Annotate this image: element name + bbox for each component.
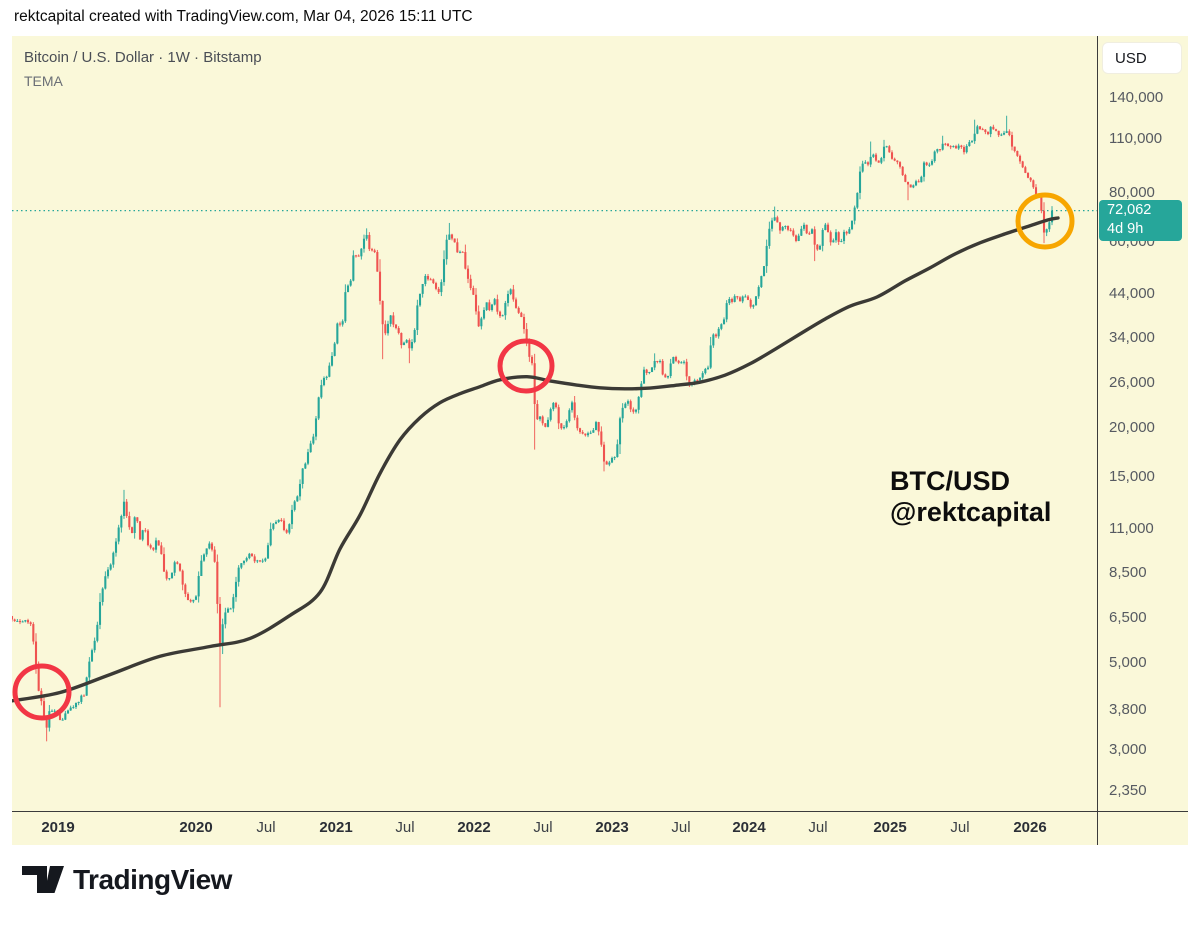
watermark-handle: @rektcapital (890, 497, 1052, 527)
currency-button[interactable]: USD (1102, 42, 1182, 74)
time-tick: 2022 (457, 819, 491, 836)
time-tick: 2019 (41, 819, 75, 836)
price-tick: 8,500 (1109, 564, 1147, 581)
price-tick: 5,000 (1109, 653, 1147, 671)
price-tick: 20,000 (1109, 418, 1155, 436)
tradingview-logo[interactable]: TradingView (22, 864, 232, 896)
time-tick: Jul (533, 819, 553, 836)
price-tick: 80,000 (1109, 183, 1155, 201)
time-tick: 2020 (179, 819, 213, 836)
symbol-title: Bitcoin / U.S. Dollar · 1W · Bitstamp (24, 49, 262, 66)
time-scale[interactable]: 2019 2020 Jul 2021 Jul 2022 Jul 2023 Jul 2024 Jul 2… (12, 811, 1188, 845)
time-tick: Jul (808, 819, 828, 836)
bar-countdown: 4d 9h (1107, 221, 1144, 238)
indicator-label: TEMA (24, 73, 63, 89)
price-scale[interactable]: USD 72,062 4d 9h 140,000 110,000 80,000 60,… (1097, 36, 1188, 845)
time-tick: Jul (950, 819, 970, 836)
time-tick: 2023 (595, 819, 629, 836)
price-tick: 3,800 (1109, 700, 1147, 718)
price-tick: 11,000 (1109, 520, 1154, 538)
chart-panel: Bitcoin / U.S. Dollar · 1W · Bitstamp TE… (12, 36, 1188, 845)
time-tick: 2026 (1013, 819, 1047, 836)
price-tick: 44,000 (1109, 285, 1155, 303)
price-chart-canvas[interactable] (12, 36, 1097, 811)
price-tick: 140,000 (1109, 89, 1164, 106)
price-tick: 26,000 (1109, 374, 1155, 392)
attribution-text: rektcapital created with TradingView.com… (14, 8, 473, 25)
price-tick: 110,000 (1109, 129, 1163, 147)
price-tick: 2,350 (1109, 782, 1147, 799)
watermark: BTC/USD @rektcapital (890, 466, 1051, 528)
tradingview-wordmark: TradingView (73, 864, 232, 895)
time-tick: 2025 (873, 819, 907, 836)
last-price-value: 72,062 (1107, 202, 1152, 219)
watermark-symbol: BTC/USD (890, 466, 1010, 496)
price-tick: 3,000 (1109, 740, 1147, 758)
price-tick: 34,000 (1109, 328, 1155, 346)
tradingview-mark-icon (22, 866, 64, 893)
time-tick: Jul (395, 819, 415, 836)
last-price-badge: 72,062 4d 9h (1099, 200, 1182, 242)
time-tick: 2021 (319, 819, 353, 836)
price-tick: 6,500 (1109, 609, 1147, 627)
price-tick: 15,000 (1109, 467, 1155, 485)
time-tick: Jul (256, 819, 276, 836)
time-tick: Jul (671, 819, 691, 836)
time-tick: 2024 (732, 819, 766, 836)
